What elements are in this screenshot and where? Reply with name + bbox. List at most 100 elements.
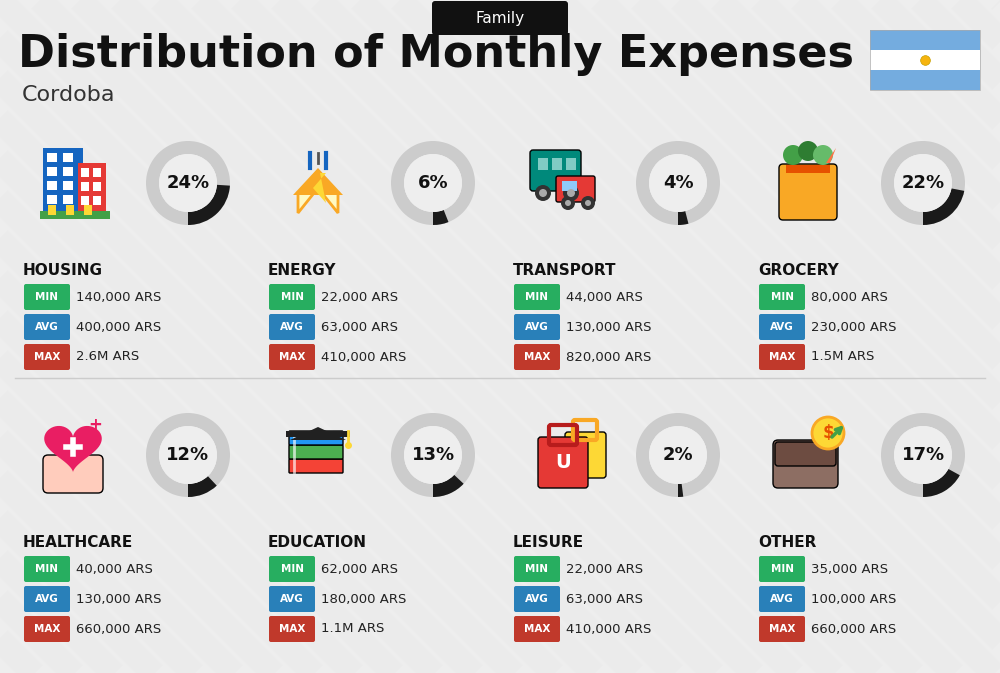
FancyBboxPatch shape xyxy=(24,556,70,582)
Polygon shape xyxy=(298,188,338,213)
Bar xyxy=(48,205,56,215)
Text: 62,000 ARS: 62,000 ARS xyxy=(321,563,398,575)
Circle shape xyxy=(565,200,571,206)
Text: 400,000 ARS: 400,000 ARS xyxy=(76,320,161,334)
FancyBboxPatch shape xyxy=(773,440,838,488)
Text: 180,000 ARS: 180,000 ARS xyxy=(321,592,406,606)
FancyBboxPatch shape xyxy=(43,455,103,493)
Bar xyxy=(47,153,57,162)
Wedge shape xyxy=(636,413,720,497)
Bar xyxy=(552,158,562,170)
Bar xyxy=(43,148,83,213)
Text: AVG: AVG xyxy=(35,322,59,332)
Circle shape xyxy=(649,154,707,212)
Text: 40,000 ARS: 40,000 ARS xyxy=(76,563,153,575)
Bar xyxy=(84,205,92,215)
Polygon shape xyxy=(313,173,326,203)
Wedge shape xyxy=(391,141,475,225)
FancyBboxPatch shape xyxy=(432,1,568,35)
Text: MIN: MIN xyxy=(280,564,304,574)
Text: U: U xyxy=(555,454,571,472)
Text: MAX: MAX xyxy=(34,624,60,634)
Text: 63,000 ARS: 63,000 ARS xyxy=(321,320,398,334)
Text: 13%: 13% xyxy=(411,446,455,464)
Text: 6%: 6% xyxy=(418,174,448,192)
Text: MIN: MIN xyxy=(526,564,548,574)
Circle shape xyxy=(585,200,591,206)
Text: 35,000 ARS: 35,000 ARS xyxy=(811,563,888,575)
Text: TRANSPORT: TRANSPORT xyxy=(513,263,616,278)
Text: ENERGY: ENERGY xyxy=(268,263,336,278)
Wedge shape xyxy=(678,484,683,497)
FancyBboxPatch shape xyxy=(514,556,560,582)
Polygon shape xyxy=(826,148,836,163)
FancyBboxPatch shape xyxy=(269,344,315,370)
Text: HOUSING: HOUSING xyxy=(23,263,103,278)
FancyBboxPatch shape xyxy=(269,314,315,340)
Text: 22,000 ARS: 22,000 ARS xyxy=(321,291,398,304)
Wedge shape xyxy=(391,413,475,497)
Text: MAX: MAX xyxy=(279,352,305,362)
Text: Cordoba: Cordoba xyxy=(22,85,116,105)
FancyBboxPatch shape xyxy=(759,586,805,612)
Bar xyxy=(81,182,89,191)
Circle shape xyxy=(535,185,551,201)
Circle shape xyxy=(581,196,595,210)
Wedge shape xyxy=(923,188,964,225)
Text: AVG: AVG xyxy=(280,594,304,604)
Text: 660,000 ARS: 660,000 ARS xyxy=(811,623,896,635)
Bar xyxy=(562,181,577,191)
FancyBboxPatch shape xyxy=(538,437,588,488)
Text: AVG: AVG xyxy=(770,322,794,332)
FancyBboxPatch shape xyxy=(24,344,70,370)
FancyBboxPatch shape xyxy=(24,616,70,642)
FancyBboxPatch shape xyxy=(779,164,837,220)
FancyBboxPatch shape xyxy=(289,431,343,445)
Circle shape xyxy=(894,426,952,484)
Text: MAX: MAX xyxy=(524,624,550,634)
Circle shape xyxy=(813,145,833,165)
Text: AVG: AVG xyxy=(525,594,549,604)
Bar xyxy=(93,168,101,177)
Circle shape xyxy=(563,185,579,201)
Text: 12%: 12% xyxy=(166,446,210,464)
Circle shape xyxy=(783,145,803,165)
Text: OTHER: OTHER xyxy=(758,535,816,550)
Wedge shape xyxy=(146,141,230,225)
Circle shape xyxy=(404,426,462,484)
Text: 2.6M ARS: 2.6M ARS xyxy=(76,351,139,363)
Bar xyxy=(870,30,980,50)
Text: 100,000 ARS: 100,000 ARS xyxy=(811,592,896,606)
Text: 80,000 ARS: 80,000 ARS xyxy=(811,291,888,304)
Text: LEISURE: LEISURE xyxy=(513,535,584,550)
Wedge shape xyxy=(636,141,720,225)
Bar xyxy=(47,167,57,176)
Bar xyxy=(47,181,57,190)
Circle shape xyxy=(159,154,217,212)
FancyBboxPatch shape xyxy=(514,284,560,310)
FancyBboxPatch shape xyxy=(514,314,560,340)
FancyBboxPatch shape xyxy=(556,176,595,202)
FancyBboxPatch shape xyxy=(759,284,805,310)
Text: EDUCATION: EDUCATION xyxy=(268,535,367,550)
Bar xyxy=(538,158,548,170)
Bar xyxy=(81,168,89,177)
Circle shape xyxy=(567,189,575,197)
Bar xyxy=(870,70,980,90)
FancyBboxPatch shape xyxy=(565,432,606,478)
Bar xyxy=(63,167,73,176)
Text: 24%: 24% xyxy=(166,174,210,192)
Polygon shape xyxy=(293,168,343,195)
FancyBboxPatch shape xyxy=(289,445,343,459)
Bar xyxy=(81,196,89,205)
Bar xyxy=(66,205,74,215)
Text: 820,000 ARS: 820,000 ARS xyxy=(566,351,651,363)
Text: 1.1M ARS: 1.1M ARS xyxy=(321,623,384,635)
Text: MAX: MAX xyxy=(34,352,60,362)
Polygon shape xyxy=(44,426,102,472)
Text: AVG: AVG xyxy=(770,594,794,604)
Text: MIN: MIN xyxy=(770,564,794,574)
FancyBboxPatch shape xyxy=(530,150,581,191)
Bar xyxy=(47,195,57,204)
Bar xyxy=(870,50,980,70)
